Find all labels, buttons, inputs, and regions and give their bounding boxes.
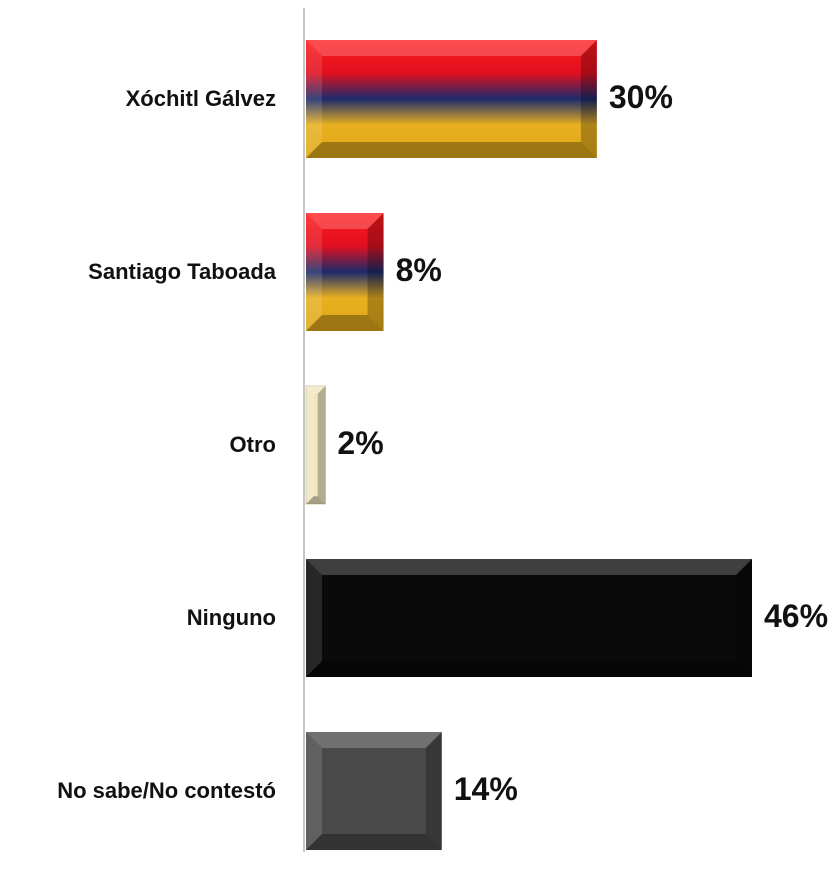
bar-bevel-right bbox=[580, 40, 597, 158]
bar-bevel-top bbox=[306, 732, 442, 748]
value-label: 8% bbox=[395, 252, 442, 288]
bar-body bbox=[306, 559, 752, 677]
value-label: 14% bbox=[453, 771, 518, 807]
bar-bevel-top bbox=[306, 213, 384, 229]
value-label: 2% bbox=[337, 425, 384, 461]
bar-body bbox=[306, 213, 384, 331]
category-label: Otro bbox=[229, 432, 276, 457]
bar-bevel-bottom bbox=[306, 496, 326, 504]
bar bbox=[305, 385, 326, 505]
bar-bevel-bottom bbox=[306, 142, 597, 158]
bar-bevel-right bbox=[367, 213, 384, 331]
bar-bevel-left bbox=[306, 386, 314, 504]
bar-bevel-top bbox=[306, 40, 597, 56]
bar-bevel-left bbox=[306, 732, 322, 850]
category-label: No sabe/No contestó bbox=[57, 778, 276, 803]
bar-bevel-top bbox=[306, 559, 752, 575]
bar bbox=[306, 213, 384, 331]
bar bbox=[306, 559, 752, 677]
category-label: Santiago Taboada bbox=[88, 259, 276, 284]
bar-bevel-right bbox=[317, 386, 326, 504]
value-label: 46% bbox=[764, 598, 829, 634]
bar-body bbox=[306, 40, 597, 158]
bar-bevel-bottom bbox=[306, 661, 752, 677]
bar-bevel-right bbox=[736, 559, 752, 677]
bar-bevel-left bbox=[306, 559, 322, 677]
value-label: 30% bbox=[608, 79, 673, 115]
bar-bevel-left bbox=[306, 213, 322, 331]
bar-bevel-bottom bbox=[306, 834, 442, 850]
category-label: Xóchitl Gálvez bbox=[125, 86, 276, 111]
bar-bevel-bottom bbox=[306, 315, 384, 331]
bar bbox=[306, 40, 597, 158]
category-label: Ninguno bbox=[186, 605, 276, 630]
bar-bevel-left bbox=[306, 40, 322, 158]
bar bbox=[306, 732, 442, 850]
bar-bevel-top bbox=[306, 386, 326, 394]
bar-body bbox=[306, 732, 442, 850]
bar-body bbox=[305, 385, 326, 505]
bar-bevel-right bbox=[425, 732, 442, 850]
